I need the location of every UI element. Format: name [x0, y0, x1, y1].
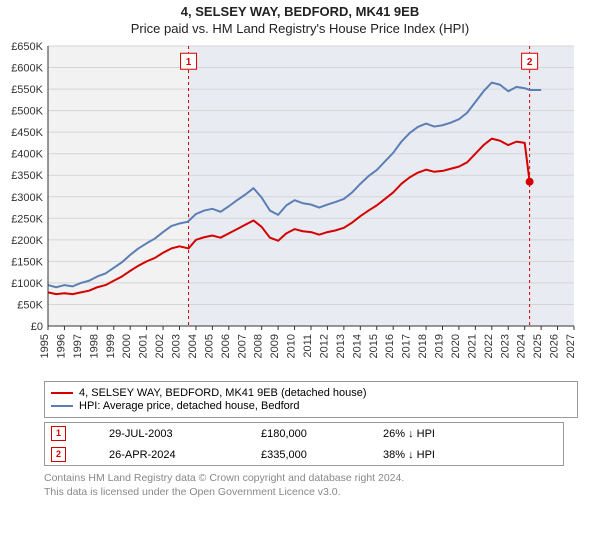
svg-text:£650K: £650K: [11, 41, 43, 53]
svg-text:2019: 2019: [434, 334, 446, 358]
svg-text:2023: 2023: [499, 334, 511, 358]
legend-label: 4, SELSEY WAY, BEDFORD, MK41 9EB (detach…: [79, 387, 367, 399]
svg-text:£300K: £300K: [11, 192, 43, 204]
svg-text:1997: 1997: [72, 334, 84, 358]
svg-text:£400K: £400K: [11, 149, 43, 161]
svg-text:2022: 2022: [483, 334, 495, 358]
svg-text:2026: 2026: [549, 334, 561, 358]
svg-text:2006: 2006: [220, 334, 232, 358]
table-row: 2 26-APR-2024 £335,000 38% ↓ HPI: [45, 444, 564, 466]
legend-item: 4, SELSEY WAY, BEDFORD, MK41 9EB (detach…: [51, 387, 571, 399]
footnote-line: Contains HM Land Registry data © Crown c…: [44, 472, 564, 486]
svg-text:1: 1: [186, 57, 192, 68]
svg-text:£0: £0: [31, 321, 43, 333]
txn-price: £180,000: [255, 423, 377, 445]
txn-delta: 26% ↓ HPI: [377, 423, 564, 445]
svg-text:2002: 2002: [154, 334, 166, 358]
svg-text:£500K: £500K: [11, 106, 43, 118]
marker-2-badge: 2: [51, 447, 66, 462]
svg-text:2003: 2003: [171, 334, 183, 358]
svg-text:1996: 1996: [55, 334, 67, 358]
svg-text:2: 2: [527, 57, 533, 68]
svg-text:2005: 2005: [203, 334, 215, 358]
marker-1-badge: 1: [51, 426, 66, 441]
svg-text:2016: 2016: [384, 334, 396, 358]
svg-text:£350K: £350K: [11, 170, 43, 182]
svg-text:£150K: £150K: [11, 256, 43, 268]
svg-text:2027: 2027: [565, 334, 577, 358]
chart-titles: 4, SELSEY WAY, BEDFORD, MK41 9EB Price p…: [0, 0, 600, 36]
legend: 4, SELSEY WAY, BEDFORD, MK41 9EB (detach…: [44, 381, 578, 418]
legend-swatch-1: [51, 392, 73, 394]
svg-text:£100K: £100K: [11, 278, 43, 290]
svg-text:2000: 2000: [121, 334, 133, 358]
legend-swatch-2: [51, 405, 73, 407]
txn-date: 26-APR-2024: [103, 444, 255, 466]
title-address: 4, SELSEY WAY, BEDFORD, MK41 9EB: [0, 4, 600, 19]
svg-text:1999: 1999: [105, 334, 117, 358]
legend-item: HPI: Average price, detached house, Bedf…: [51, 400, 571, 412]
svg-text:£200K: £200K: [11, 235, 43, 247]
svg-text:2009: 2009: [269, 334, 281, 358]
svg-text:2021: 2021: [466, 334, 478, 358]
svg-text:2024: 2024: [516, 334, 528, 358]
svg-text:2010: 2010: [286, 334, 298, 358]
svg-text:2014: 2014: [351, 334, 363, 358]
svg-text:2015: 2015: [368, 334, 380, 358]
footnote-line: This data is licensed under the Open Gov…: [44, 486, 564, 500]
svg-text:£250K: £250K: [11, 213, 43, 225]
svg-text:£600K: £600K: [11, 63, 43, 75]
line-chart: £0 £50K £100K £150K £200K £250K £300K £350K £400…: [0, 36, 600, 376]
title-subtitle: Price paid vs. HM Land Registry's House …: [0, 21, 600, 36]
table-row: 1 29-JUL-2003 £180,000 26% ↓ HPI: [45, 423, 564, 445]
svg-text:£50K: £50K: [17, 299, 43, 311]
svg-text:2017: 2017: [401, 334, 413, 358]
svg-text:1995: 1995: [39, 334, 51, 358]
svg-text:2013: 2013: [335, 334, 347, 358]
svg-text:2001: 2001: [138, 334, 150, 358]
svg-text:2020: 2020: [450, 334, 462, 358]
svg-text:2004: 2004: [187, 334, 199, 358]
svg-text:1998: 1998: [88, 334, 100, 358]
legend-label: HPI: Average price, detached house, Bedf…: [79, 400, 300, 412]
svg-text:£550K: £550K: [11, 84, 43, 96]
svg-text:2008: 2008: [253, 334, 265, 358]
txn-price: £335,000: [255, 444, 377, 466]
footnotes: Contains HM Land Registry data © Crown c…: [44, 466, 564, 499]
txn-delta: 38% ↓ HPI: [377, 444, 564, 466]
transactions-table: 1 29-JUL-2003 £180,000 26% ↓ HPI 2 26-AP…: [44, 422, 564, 466]
svg-text:2007: 2007: [236, 334, 248, 358]
svg-text:2018: 2018: [417, 334, 429, 358]
txn-date: 29-JUL-2003: [103, 423, 255, 445]
svg-text:2025: 2025: [532, 334, 544, 358]
svg-text:2011: 2011: [302, 334, 314, 358]
svg-text:£450K: £450K: [11, 127, 43, 139]
svg-text:2012: 2012: [318, 334, 330, 358]
